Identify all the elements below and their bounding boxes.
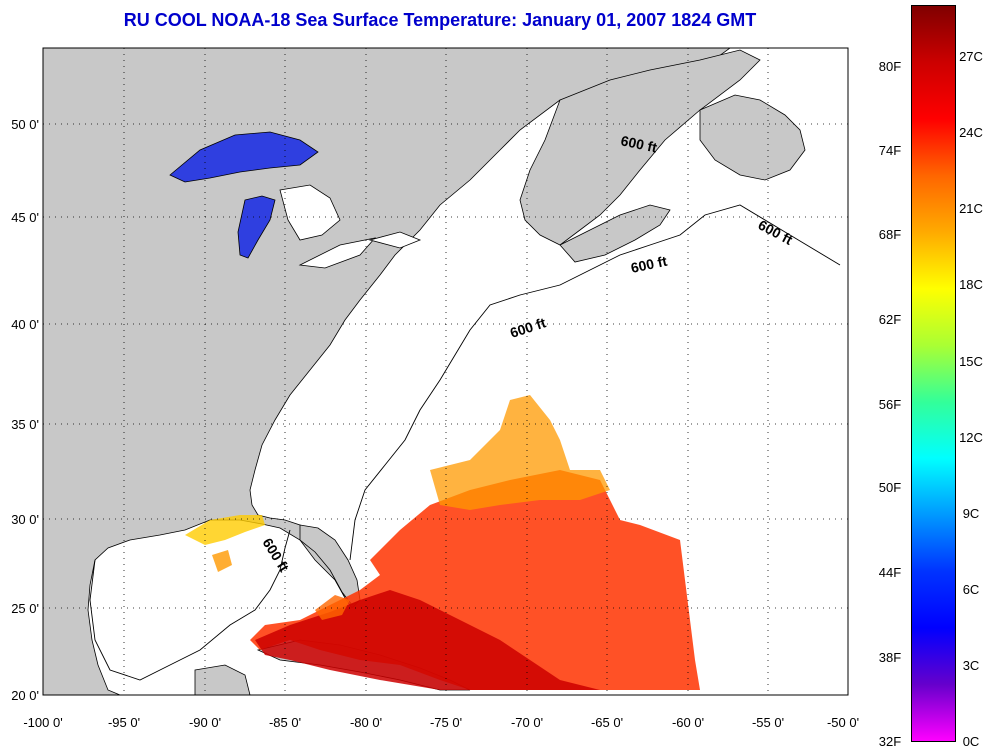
temperature-colorbar <box>911 5 956 742</box>
atlantic-canada-land <box>519 49 761 246</box>
lake-superior <box>169 131 319 183</box>
colorbar-c-label: 24C <box>959 125 983 140</box>
sst-orange-region <box>430 395 610 510</box>
colorbar-c-label: 0C <box>962 734 980 749</box>
yucatan-land <box>194 664 251 695</box>
nova-scotia-land <box>559 204 671 263</box>
lat-label: 30 0' <box>11 512 39 527</box>
colorbar-f-label: 44F <box>878 565 902 580</box>
lon-label: -95 0' <box>107 715 141 730</box>
lon-label: -100 0' <box>23 715 63 730</box>
newfoundland-land <box>699 94 806 181</box>
lon-label: -85 0' <box>268 715 302 730</box>
depth-label-1: 600 ft <box>619 132 658 155</box>
colorbar-c-label: 12C <box>959 430 983 445</box>
depth-label-3: 600 ft <box>629 253 668 276</box>
lon-label: -80 0' <box>349 715 383 730</box>
sst-map: 600 ft 600 ft 600 ft 600 ft 600 ft <box>42 47 849 696</box>
lon-label: -65 0' <box>590 715 624 730</box>
colorbar-c-label: 27C <box>959 49 983 64</box>
colorbar-c-label: 21C <box>959 201 983 216</box>
colorbar-c-label: 3C <box>962 658 980 673</box>
lat-label: 20 0' <box>11 688 39 703</box>
sst-gulf-patch <box>212 550 232 572</box>
lat-label: 50 0' <box>11 117 39 132</box>
lon-label: -50 0' <box>826 715 860 730</box>
colorbar-c-label: 15C <box>959 354 983 369</box>
colorbar-c-label: 18C <box>959 277 983 292</box>
graticule <box>43 48 848 695</box>
sst-gulf-region <box>185 515 265 545</box>
colorbar-c-label: 9C <box>962 506 980 521</box>
lat-label: 45 0' <box>11 210 39 225</box>
map-title: RU COOL NOAA-18 Sea Surface Temperature:… <box>123 10 757 30</box>
colorbar-f-label: 56F <box>878 397 902 412</box>
lake-ontario <box>368 231 422 249</box>
lon-label: -70 0' <box>510 715 544 730</box>
lon-label: -90 0' <box>188 715 222 730</box>
colorbar-f-label: 62F <box>878 312 902 327</box>
lake-huron <box>279 184 341 241</box>
lake-erie <box>298 237 377 269</box>
colorbar-f-label: 68F <box>878 227 902 242</box>
lon-label: -55 0' <box>751 715 785 730</box>
colorbar-f-label: 32F <box>878 734 902 749</box>
lat-label: 35 0' <box>11 417 39 432</box>
depth-contour <box>89 204 841 681</box>
lon-label: -60 0' <box>671 715 705 730</box>
lat-label: 40 0' <box>11 317 39 332</box>
lon-label: -75 0' <box>429 715 463 730</box>
map-frame <box>42 47 849 696</box>
sst-florida-strait <box>315 595 350 620</box>
colorbar-f-label: 80F <box>878 59 902 74</box>
colorbar-f-label: 50F <box>878 480 902 495</box>
lat-label: 25 0' <box>11 601 39 616</box>
colorbar-c-label: 6C <box>962 582 980 597</box>
colorbar-f-label: 74F <box>878 143 902 158</box>
colorbar-f-label: 38F <box>878 650 902 665</box>
lake-michigan <box>237 195 276 259</box>
